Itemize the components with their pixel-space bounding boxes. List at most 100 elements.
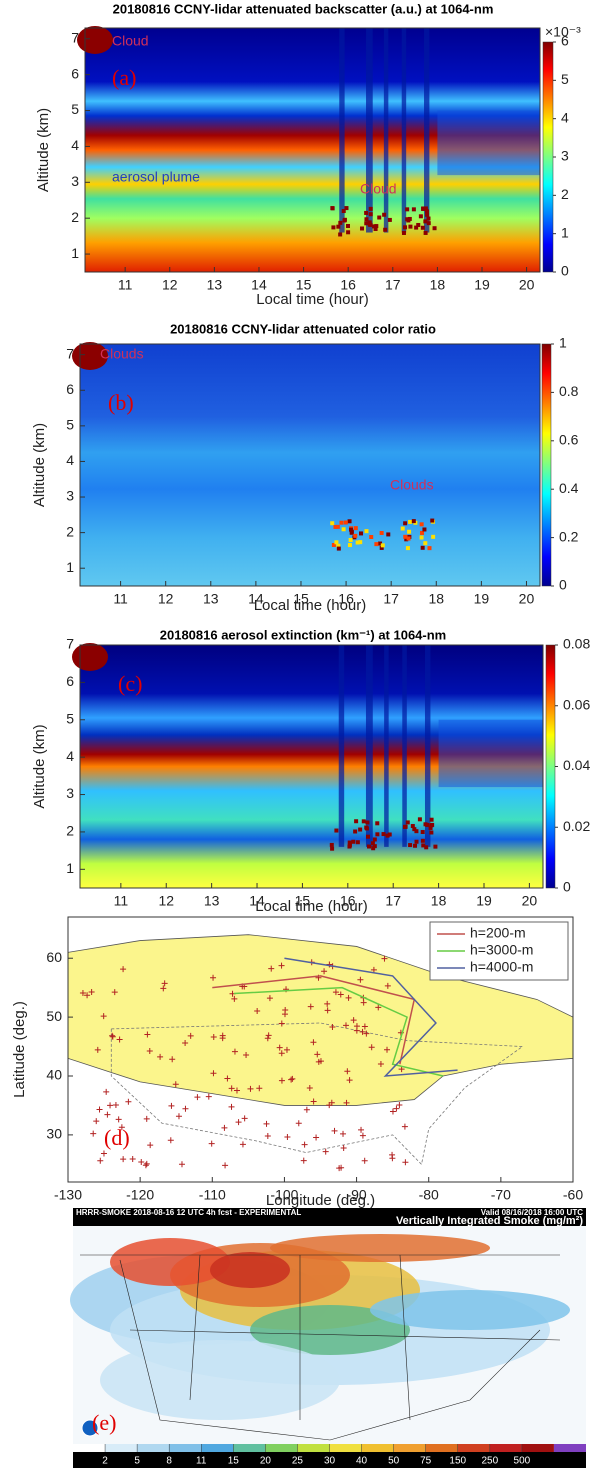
x-tick-label: 20 bbox=[522, 893, 538, 909]
fire-mark bbox=[167, 1137, 174, 1144]
colorbar-tick-label: 1 bbox=[559, 335, 567, 351]
annotation: (a) bbox=[112, 65, 136, 90]
cloud-cell bbox=[420, 838, 425, 843]
fire-mark bbox=[247, 1085, 254, 1092]
header-right: Valid 08/16/2018 16:00 UTC bbox=[481, 1208, 584, 1217]
cloud-cell bbox=[387, 832, 392, 837]
cloud-cell bbox=[333, 524, 338, 529]
fire-mark bbox=[353, 1023, 360, 1030]
cloud-cell bbox=[407, 529, 412, 534]
logo bbox=[81, 1419, 99, 1437]
cloud-cell bbox=[420, 830, 425, 835]
fire-mark bbox=[239, 1141, 246, 1148]
fire-mark bbox=[84, 992, 91, 999]
x-tick-label: -120 bbox=[126, 1187, 154, 1203]
x-tick-label: 14 bbox=[249, 893, 265, 909]
colorbar-tick-label: 0.6 bbox=[559, 432, 579, 448]
colorbar-tick-label: 0.06 bbox=[563, 696, 590, 712]
cloud-top bbox=[72, 342, 108, 370]
fire-mark bbox=[342, 1022, 349, 1029]
cloud-cell bbox=[360, 226, 365, 231]
cloud-gap bbox=[424, 645, 431, 847]
cloud-cell bbox=[359, 531, 364, 536]
y-tick-label: 3 bbox=[66, 488, 74, 504]
x-tick-label: 13 bbox=[204, 893, 220, 909]
cloud-cell bbox=[371, 846, 376, 851]
fire-mark bbox=[111, 989, 118, 996]
annotation: aerosol plume bbox=[112, 169, 200, 185]
fire-mark bbox=[329, 1023, 336, 1030]
fire-mark bbox=[265, 1032, 272, 1039]
fire-mark bbox=[359, 1132, 366, 1139]
fire-mark bbox=[336, 1165, 343, 1172]
cloud-cell bbox=[411, 519, 416, 524]
fire-mark bbox=[120, 1156, 127, 1163]
cloud-cell bbox=[423, 230, 428, 235]
fire-mark bbox=[233, 1087, 240, 1094]
x-tick-label: 16 bbox=[338, 591, 354, 607]
cloud-gap bbox=[384, 645, 389, 847]
y-tick-label: 1 bbox=[66, 860, 74, 876]
cloud-cell bbox=[421, 843, 426, 848]
cloud-gap bbox=[339, 28, 345, 233]
fire-mark bbox=[208, 1140, 215, 1147]
fire-mark bbox=[326, 1102, 333, 1109]
plot-frame bbox=[84, 27, 541, 273]
cloud-cell bbox=[379, 530, 384, 535]
cloud-gap bbox=[402, 645, 407, 847]
cloud-cell bbox=[420, 530, 425, 535]
cloud-cell bbox=[370, 841, 375, 846]
fire-mark bbox=[168, 1102, 175, 1109]
x-tick-label: 19 bbox=[474, 591, 490, 607]
y-tick-label: 4 bbox=[66, 748, 74, 764]
fire-mark bbox=[100, 1013, 107, 1020]
colorbar-tick-label: 30 bbox=[324, 1456, 336, 1467]
fire-mark bbox=[278, 1020, 285, 1027]
annotation: Clouds bbox=[390, 477, 434, 493]
cloud-cell bbox=[336, 543, 341, 548]
fire-mark bbox=[160, 985, 167, 992]
colorbar-cell bbox=[137, 1444, 170, 1452]
cloud-cell bbox=[346, 230, 351, 235]
cloud-gap bbox=[401, 28, 407, 233]
fire-mark bbox=[109, 1032, 116, 1039]
legend-label: h=3000-m bbox=[470, 942, 533, 958]
cloud-cell bbox=[414, 829, 419, 834]
colorbar bbox=[545, 644, 556, 889]
fire-mark bbox=[337, 991, 344, 998]
fire-mark bbox=[340, 1130, 347, 1137]
cloud-cell bbox=[405, 207, 410, 212]
chart-title: 20180816 CCNY-lidar attenuated backscatt… bbox=[113, 1, 494, 16]
fire-mark bbox=[219, 1035, 226, 1042]
fire-mark bbox=[264, 1035, 271, 1042]
cloud-cell bbox=[429, 817, 434, 822]
y-tick-label: 6 bbox=[66, 381, 74, 397]
fire-mark bbox=[295, 1120, 302, 1127]
fire-mark bbox=[231, 1048, 238, 1055]
fire-mark bbox=[169, 1056, 176, 1063]
cloud-cell bbox=[406, 218, 411, 223]
colorbar-tick-label: 0.02 bbox=[563, 818, 590, 834]
legend-label: h=200-m bbox=[470, 925, 526, 941]
fire-mark bbox=[368, 1044, 375, 1051]
cloud-cell bbox=[348, 537, 353, 542]
fire-mark bbox=[393, 1105, 400, 1112]
fire-mark bbox=[125, 1098, 132, 1105]
x-tick-label: -60 bbox=[563, 1187, 583, 1203]
colorbar-cell bbox=[329, 1444, 362, 1452]
fire-mark bbox=[205, 1093, 212, 1100]
fire-mark bbox=[142, 1162, 149, 1169]
plot-frame bbox=[79, 343, 541, 587]
cloud-cell bbox=[411, 207, 416, 212]
cloud-cell bbox=[429, 823, 434, 828]
fire-mark bbox=[278, 962, 285, 969]
y-tick-label: 6 bbox=[66, 673, 74, 689]
cloud-cell bbox=[422, 527, 427, 532]
colorbar-tick-label: 11 bbox=[196, 1456, 207, 1467]
colorbar-tick-label: 250 bbox=[481, 1456, 498, 1467]
cloud-cell bbox=[419, 522, 424, 527]
fire-mark bbox=[222, 1162, 229, 1169]
cloud-gap bbox=[338, 645, 345, 847]
colorbar-tick-label: 5 bbox=[134, 1456, 140, 1467]
colorbar-tick-label: 75 bbox=[420, 1456, 432, 1467]
